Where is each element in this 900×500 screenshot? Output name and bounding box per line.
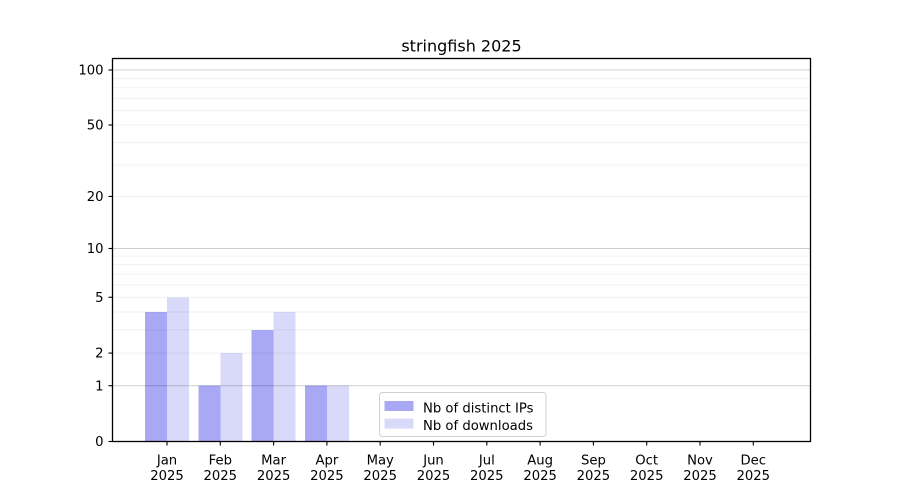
x-tick-label-month: Jun [422, 454, 444, 469]
x-tick-label-year: 2025 [363, 469, 397, 484]
x-tick-label-year: 2025 [310, 469, 344, 484]
x-tick-label-year: 2025 [577, 469, 611, 484]
legend-box [379, 392, 547, 437]
x-tick-label-month: Feb [209, 454, 232, 469]
x-tick-label-month: May [367, 454, 394, 469]
x-tick-label-month: Aug [527, 454, 553, 469]
y-tick-label: 0 [95, 435, 103, 450]
x-tick-label-year: 2025 [630, 469, 664, 484]
x-tick-label-month: Jul [478, 454, 495, 469]
x-tick-label-year: 2025 [150, 469, 184, 484]
x-tick-label-year: 2025 [417, 469, 451, 484]
x-tick-label-month: Nov [687, 454, 713, 469]
x-tick-label-year: 2025 [257, 469, 291, 484]
y-tick-label: 100 [78, 64, 103, 79]
major-gridlines [112, 69, 811, 387]
x-tick-label-year: 2025 [470, 469, 504, 484]
x-tick-label-year: 2025 [737, 469, 771, 484]
y-tick-labels: 0 1 2 5 10 20 50 100 [78, 64, 103, 451]
bar [198, 385, 221, 442]
x-tick-label-month: Mar [261, 454, 286, 469]
bar [220, 353, 243, 442]
chart-title: stringfish 2025 [401, 37, 521, 56]
x-tick-label-year: 2025 [204, 469, 238, 484]
bars-layer [145, 297, 349, 442]
legend-swatch [384, 418, 414, 429]
x-tick-label-month: Jan [156, 454, 177, 469]
y-tick-label: 10 [87, 242, 104, 257]
legend: Nb of distinct IPs Nb of downloads [379, 392, 547, 437]
y-tick-label: 50 [87, 119, 104, 134]
x-tick-label-month: Apr [315, 454, 338, 469]
y-tick-label: 1 [95, 379, 103, 394]
x-tick-label-month: Oct [635, 454, 658, 469]
bar [251, 329, 274, 442]
axis-ticks [108, 69, 754, 446]
legend-label: Nb of downloads [423, 419, 533, 434]
minor-gridlines [112, 77, 811, 354]
bar [145, 311, 167, 442]
y-tick-label: 2 [95, 347, 103, 362]
plot-frame [111, 57, 812, 443]
x-tick-label-year: 2025 [683, 469, 717, 484]
legend-label: Nb of distinct IPs [423, 401, 534, 416]
bar [326, 385, 349, 442]
x-tick-label-month: Sep [581, 454, 606, 469]
y-tick-label: 5 [95, 291, 103, 306]
x-tick-labels: Jan2025Feb2025Mar2025Apr2025May2025Jun20… [150, 454, 770, 485]
bar [167, 297, 189, 442]
x-tick-label-year: 2025 [523, 469, 557, 484]
legend-swatch [384, 401, 414, 411]
x-tick-label-month: Dec [741, 454, 767, 469]
y-tick-label: 20 [87, 190, 104, 205]
bar [273, 311, 296, 442]
bar [304, 385, 327, 442]
